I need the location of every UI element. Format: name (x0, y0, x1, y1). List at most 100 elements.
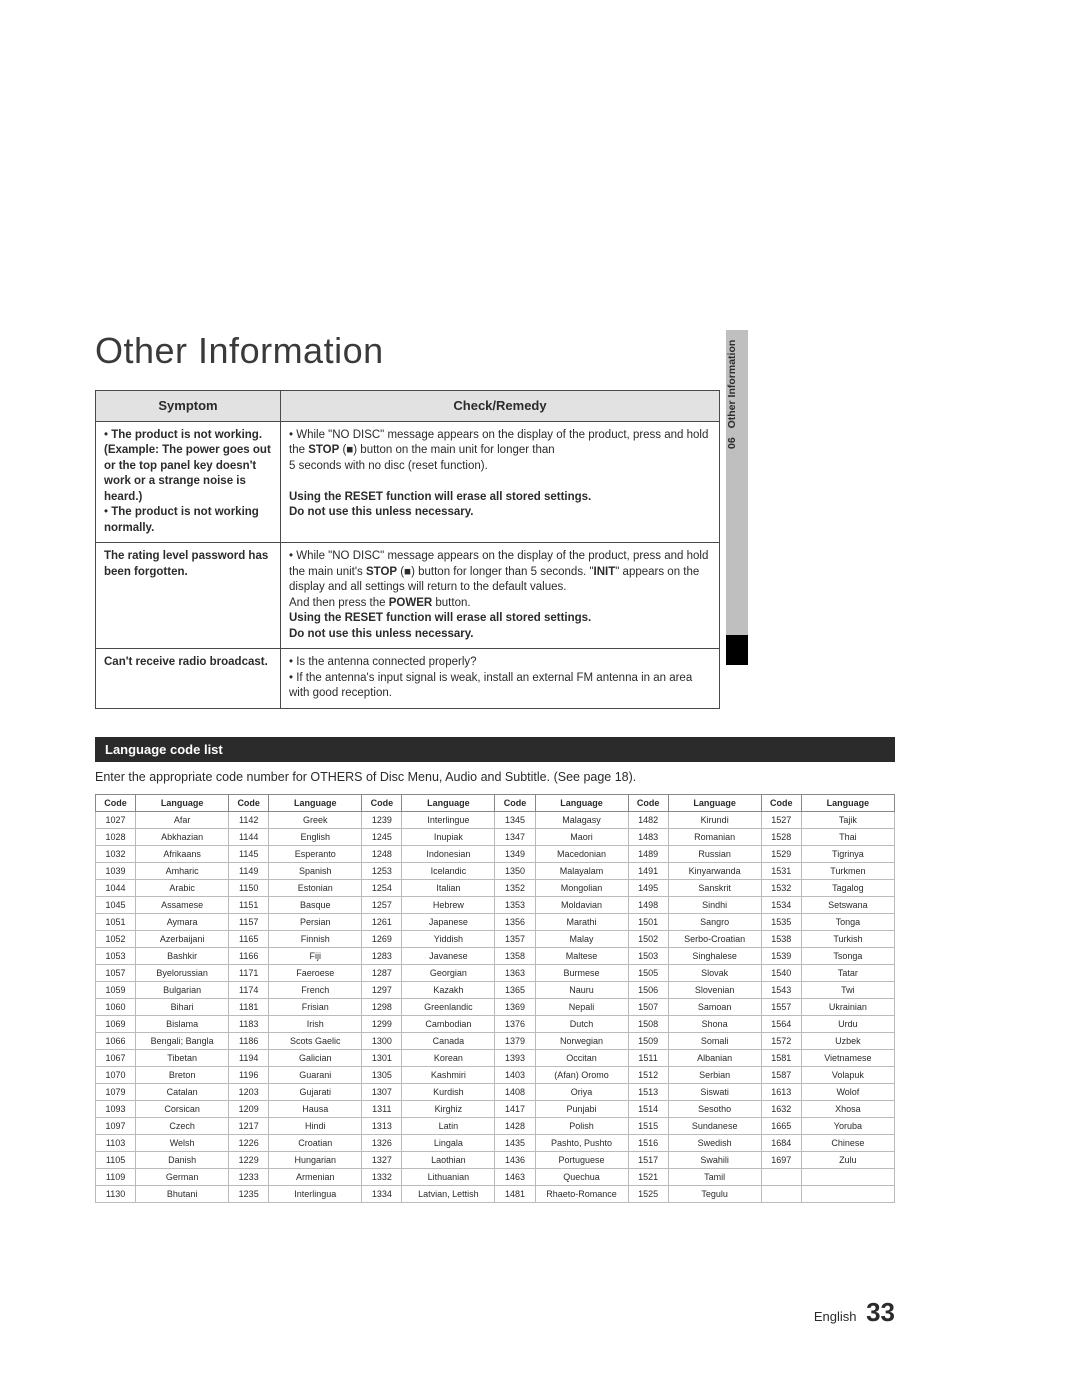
lang-cell: Zulu (801, 1151, 894, 1168)
lang-cell: Frisian (269, 998, 362, 1015)
lang-cell: 1408 (495, 1083, 535, 1100)
lang-cell: 1174 (229, 981, 269, 998)
lang-cell: Nauru (535, 981, 628, 998)
lang-cell: Nepali (535, 998, 628, 1015)
lang-cell: Interlingue (402, 811, 495, 828)
table-row: Can't receive radio broadcast.• Is the a… (96, 649, 720, 709)
lang-cell: 1233 (229, 1168, 269, 1185)
lang-cell: Polish (535, 1117, 628, 1134)
lang-cell: Lingala (402, 1134, 495, 1151)
lang-cell: 1697 (761, 1151, 801, 1168)
lang-cell: 1436 (495, 1151, 535, 1168)
lang-cell: 1334 (362, 1185, 402, 1202)
lang-cell: 1245 (362, 828, 402, 845)
lang-cell: 1235 (229, 1185, 269, 1202)
lang-cell: 1529 (761, 845, 801, 862)
lang-cell: Swahili (668, 1151, 761, 1168)
lang-cell: 1142 (229, 811, 269, 828)
lang-cell: 1393 (495, 1049, 535, 1066)
lang-cell: 1165 (229, 930, 269, 947)
lang-cell: Maori (535, 828, 628, 845)
lang-cell: 1481 (495, 1185, 535, 1202)
lang-cell: Breton (136, 1066, 229, 1083)
lang-cell: 1365 (495, 981, 535, 998)
lang-cell: Tajik (801, 811, 894, 828)
lang-cell: Hungarian (269, 1151, 362, 1168)
lang-cell: Serbo-Croatian (668, 930, 761, 947)
lang-cell: 1527 (761, 811, 801, 828)
lang-cell: 1093 (96, 1100, 136, 1117)
symptom-cell: Can't receive radio broadcast. (96, 649, 281, 709)
lang-cell: Dutch (535, 1015, 628, 1032)
remedy-cell: • Is the antenna connected properly?• If… (281, 649, 720, 709)
lang-cell: Samoan (668, 998, 761, 1015)
lang-cell: 1149 (229, 862, 269, 879)
lang-cell: 1531 (761, 862, 801, 879)
lang-cell: Byelorussian (136, 964, 229, 981)
lang-cell: Malagasy (535, 811, 628, 828)
lang-cell: Albanian (668, 1049, 761, 1066)
lang-cell: 1067 (96, 1049, 136, 1066)
lang-cell: 1514 (628, 1100, 668, 1117)
lang-cell: Volapuk (801, 1066, 894, 1083)
lang-cell (761, 1185, 801, 1202)
lang-cell: 1352 (495, 879, 535, 896)
lang-cell: 1502 (628, 930, 668, 947)
lang-cell: Malayalam (535, 862, 628, 879)
language-intro: Enter the appropriate code number for OT… (95, 770, 895, 784)
footer-language: English (814, 1309, 857, 1324)
lang-cell: Latin (402, 1117, 495, 1134)
lang-cell: 1349 (495, 845, 535, 862)
lang-cell: 1495 (628, 879, 668, 896)
language-section-header: Language code list (95, 737, 895, 762)
lang-cell: Sundanese (668, 1117, 761, 1134)
lang-cell: Chinese (801, 1134, 894, 1151)
table-row: 1032Afrikaans1145Esperanto1248Indonesian… (96, 845, 895, 862)
table-row: • The product is not working. (Example: … (96, 421, 720, 543)
table-row: 1109German1233Armenian1332Lithuanian1463… (96, 1168, 895, 1185)
lang-cell: 1506 (628, 981, 668, 998)
lang-cell: 1428 (495, 1117, 535, 1134)
lang-cell: Oriya (535, 1083, 628, 1100)
lang-cell: Galician (269, 1049, 362, 1066)
lang-cell: 1327 (362, 1151, 402, 1168)
lang-cell: 1052 (96, 930, 136, 947)
table-row: 1028Abkhazian1144English1245Inupiak1347M… (96, 828, 895, 845)
lang-cell: Occitan (535, 1049, 628, 1066)
footer-page-number: 33 (866, 1297, 895, 1327)
lang-cell: 1059 (96, 981, 136, 998)
lang-cell: 1358 (495, 947, 535, 964)
lang-col-header: Language (402, 794, 495, 811)
lang-cell: Tamil (668, 1168, 761, 1185)
lang-cell: Kashmiri (402, 1066, 495, 1083)
lang-cell: Xhosa (801, 1100, 894, 1117)
lang-cell: 1171 (229, 964, 269, 981)
lang-col-header: Language (269, 794, 362, 811)
lang-cell: 1301 (362, 1049, 402, 1066)
table-row: 1052Azerbaijani1165Finnish1269Yiddish135… (96, 930, 895, 947)
lang-cell: Persian (269, 913, 362, 930)
lang-cell: Kirundi (668, 811, 761, 828)
lang-cell: 1521 (628, 1168, 668, 1185)
lang-cell: Czech (136, 1117, 229, 1134)
lang-cell: Slovak (668, 964, 761, 981)
lang-cell: Georgian (402, 964, 495, 981)
lang-cell: Tsonga (801, 947, 894, 964)
lang-cell: 1097 (96, 1117, 136, 1134)
lang-cell: Fiji (269, 947, 362, 964)
lang-cell: 1525 (628, 1185, 668, 1202)
table-row: 1039Amharic1149Spanish1253Icelandic1350M… (96, 862, 895, 879)
lang-cell: 1150 (229, 879, 269, 896)
language-code-table: CodeLanguageCodeLanguageCodeLanguageCode… (95, 794, 895, 1203)
table-row: 1103Welsh1226Croatian1326Lingala1435Pash… (96, 1134, 895, 1151)
lang-cell: 1379 (495, 1032, 535, 1049)
lang-cell: Somali (668, 1032, 761, 1049)
lang-cell: Bhutani (136, 1185, 229, 1202)
lang-cell: 1066 (96, 1032, 136, 1049)
lang-cell: Urdu (801, 1015, 894, 1032)
lang-cell: Armenian (269, 1168, 362, 1185)
lang-cell: 1053 (96, 947, 136, 964)
lang-cell: 1203 (229, 1083, 269, 1100)
table-row: 1105Danish1229Hungarian1327Laothian1436P… (96, 1151, 895, 1168)
lang-col-header: Language (136, 794, 229, 811)
